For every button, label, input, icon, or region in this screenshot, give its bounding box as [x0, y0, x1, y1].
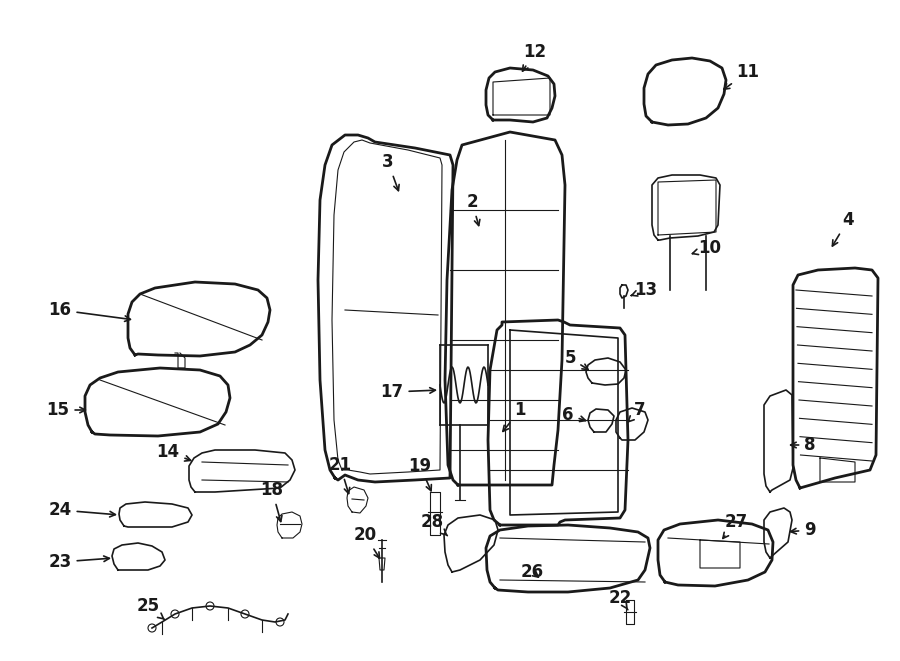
Text: 22: 22	[608, 589, 632, 610]
Text: 18: 18	[260, 481, 284, 522]
Text: 9: 9	[790, 521, 815, 539]
Text: 8: 8	[790, 436, 815, 454]
Text: 19: 19	[409, 457, 432, 490]
Text: 21: 21	[328, 456, 352, 494]
Text: 28: 28	[420, 513, 447, 535]
Text: 13: 13	[631, 281, 658, 299]
Text: 14: 14	[157, 443, 191, 461]
Text: 7: 7	[628, 401, 646, 422]
Text: 24: 24	[49, 501, 115, 519]
Text: 4: 4	[832, 211, 854, 246]
Text: 23: 23	[49, 553, 110, 571]
Text: 10: 10	[692, 239, 722, 257]
Text: 20: 20	[354, 526, 380, 558]
Text: 25: 25	[137, 597, 165, 619]
Text: 16: 16	[49, 301, 130, 321]
Text: 26: 26	[520, 563, 544, 581]
Text: 2: 2	[466, 193, 480, 225]
Text: 5: 5	[564, 349, 588, 369]
Text: 6: 6	[562, 406, 586, 424]
Text: 1: 1	[503, 401, 526, 432]
Text: 12: 12	[523, 43, 546, 71]
Text: 17: 17	[381, 383, 436, 401]
Text: 15: 15	[47, 401, 86, 419]
Text: 27: 27	[723, 513, 748, 538]
Text: 3: 3	[382, 153, 399, 190]
Text: 11: 11	[724, 63, 760, 89]
